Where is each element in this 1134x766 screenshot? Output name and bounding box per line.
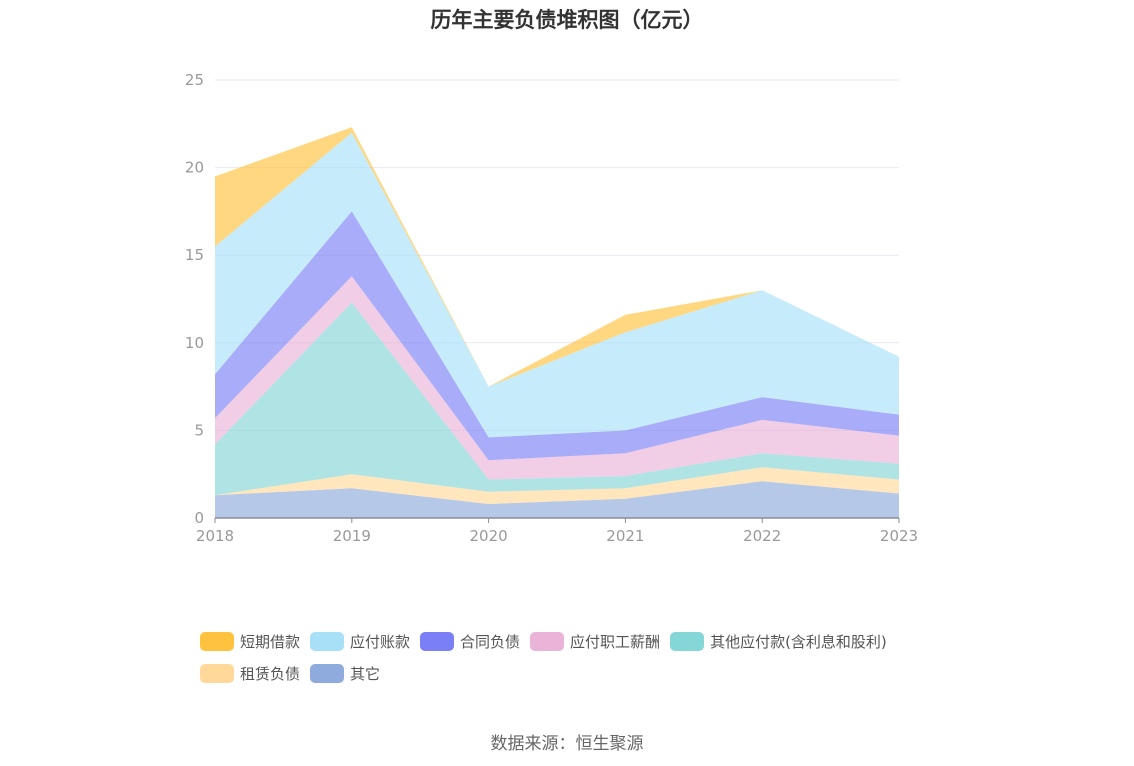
x-tick-label: 2021: [606, 527, 644, 545]
legend-label: 短期借款: [240, 632, 301, 651]
area-series: [215, 467, 899, 504]
legend-swatch: [200, 631, 234, 651]
area-series: [215, 127, 899, 387]
x-tick-label: 2019: [333, 527, 371, 545]
legend-label: 应付账款: [350, 632, 411, 651]
legend-label: 应付职工薪酬: [570, 632, 661, 651]
area-series: [215, 211, 899, 461]
x-tick-label: 2023: [880, 527, 918, 545]
legend-item[interactable]: 应付账款: [310, 630, 410, 652]
legend-item[interactable]: 其它: [310, 662, 380, 684]
legend-item[interactable]: 应付职工薪酬: [530, 630, 660, 652]
legend-swatch: [670, 631, 705, 651]
legend-label: 租赁负债: [240, 664, 301, 683]
legend-swatch: [530, 631, 565, 651]
chart-title: 历年主要负债堆积图（亿元）: [430, 8, 704, 32]
y-tick-label: 0: [194, 509, 204, 527]
area-series: [215, 132, 899, 438]
legend-item[interactable]: 租赁负债: [200, 662, 300, 684]
x-tick-label: 2022: [743, 527, 781, 545]
legend-item[interactable]: 合同负债: [420, 630, 520, 652]
area-series: [215, 302, 899, 496]
legend-item[interactable]: 短期借款: [200, 630, 300, 652]
y-tick-label: 10: [185, 334, 204, 352]
y-tick-label: 25: [185, 71, 204, 89]
data-source-note: 数据来源：恒生聚源: [490, 734, 644, 754]
legend-swatch: [420, 631, 455, 651]
x-tick-label: 2018: [196, 527, 234, 545]
stacked-area-chart: 0 5 10 15 20 25 2018 2019 2020 2021 2022 2023: [185, 71, 918, 545]
legend-swatch: [310, 663, 345, 683]
legend-label: 合同负债: [460, 632, 521, 651]
area-series: [215, 481, 899, 518]
chart-legend: 短期借款 应付账款 合同负债 应付职工薪酬 其他应付款(含利息和股利) 租赁负债 其它: [200, 630, 960, 694]
area-series: [215, 276, 899, 480]
legend-item[interactable]: 其他应付款(含利息和股利): [670, 630, 887, 652]
x-tick-label: 2020: [470, 527, 508, 545]
y-tick-label: 15: [185, 246, 204, 264]
legend-label: 其它: [350, 664, 381, 683]
y-tick-label: 20: [185, 159, 204, 177]
legend-label: 其他应付款(含利息和股利): [710, 632, 887, 651]
legend-swatch: [200, 663, 234, 683]
legend-swatch: [310, 631, 345, 651]
y-tick-label: 5: [194, 421, 204, 439]
